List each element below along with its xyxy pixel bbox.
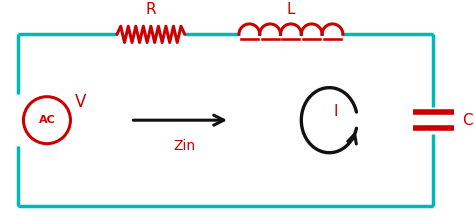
Text: R: R	[146, 2, 156, 17]
Text: V: V	[75, 93, 87, 111]
Text: L: L	[287, 2, 295, 17]
Text: I: I	[334, 104, 338, 119]
Text: Zin: Zin	[173, 139, 196, 153]
Text: AC: AC	[38, 115, 55, 125]
Text: C: C	[462, 113, 472, 128]
